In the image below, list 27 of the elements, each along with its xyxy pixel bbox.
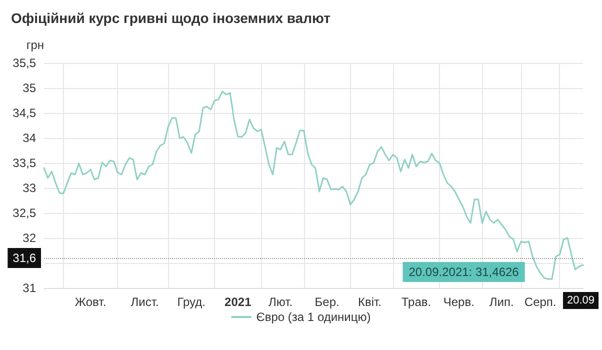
line-series [43, 90, 584, 280]
y-tick-label: 32,5 [12, 206, 36, 220]
ref-line-label: 31,6 [12, 251, 36, 265]
x-tick-label: Жовт. [74, 295, 106, 309]
y-tick-label: 33,5 [12, 156, 36, 170]
x-tick-label: Черв. [443, 295, 474, 309]
y-tick-label: 34,5 [12, 106, 36, 120]
y-tick-label: 35 [22, 81, 36, 95]
annotation: 20.09.2021: 31,4626 [408, 265, 520, 279]
legend-label: Євро (за 1 одиницю) [256, 310, 371, 324]
x-tick-label: Лют. [268, 295, 293, 309]
x-tick-label: Серп. [524, 295, 556, 309]
y-tick-label: 35,5 [12, 56, 36, 70]
x-tick-label: Лист. [130, 295, 159, 309]
y-tick-label: 34 [22, 131, 36, 145]
y-tick-label: 32 [22, 231, 36, 245]
x-tick-label: Лип. [489, 295, 514, 309]
x-tick-label: Трав. [401, 295, 432, 309]
chart-title: Офіційний курс гривні щодо іноземних валют [11, 10, 331, 26]
text: 20.09 [567, 294, 595, 306]
y-tick-label: 31 [22, 281, 36, 295]
x-tick-label: Бер. [314, 295, 340, 309]
x-tick-label: Квіт. [358, 295, 382, 309]
x-tick-label: Груд. [177, 295, 206, 309]
y-tick-label: 33 [22, 181, 36, 195]
y-axis-title: грн [26, 38, 44, 52]
x-tick-label: 2021 [224, 295, 252, 309]
